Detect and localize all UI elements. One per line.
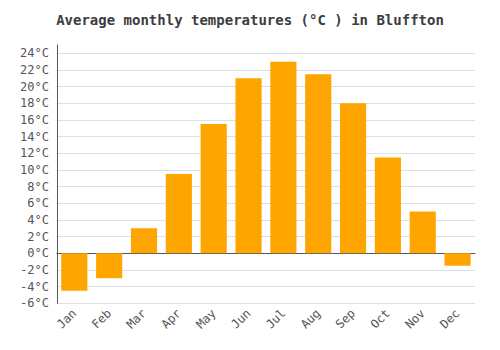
svg-text:0°C: 0°C (27, 246, 49, 260)
svg-text:May: May (193, 306, 218, 331)
svg-text:Average monthly temperatures (: Average monthly temperatures (°C ) in Bl… (56, 12, 444, 28)
svg-text:Dec: Dec (437, 306, 462, 331)
svg-text:18°C: 18°C (20, 96, 49, 110)
svg-text:Aug: Aug (298, 306, 323, 331)
svg-text:Nov: Nov (402, 306, 427, 331)
svg-text:Jul: Jul (263, 306, 288, 331)
svg-text:20°C: 20°C (20, 80, 49, 94)
svg-text:Jan: Jan (54, 306, 79, 331)
svg-text:-2°C: -2°C (20, 263, 49, 277)
svg-text:22°C: 22°C (20, 63, 49, 77)
svg-text:2°C: 2°C (27, 230, 49, 244)
svg-text:Sep: Sep (333, 306, 358, 331)
svg-text:6°C: 6°C (27, 196, 49, 210)
svg-text:12°C: 12°C (20, 146, 49, 160)
svg-text:Apr: Apr (159, 306, 184, 331)
svg-text:16°C: 16°C (20, 113, 49, 127)
svg-text:24°C: 24°C (20, 46, 49, 60)
svg-text:10°C: 10°C (20, 163, 49, 177)
svg-text:Jun: Jun (228, 306, 253, 331)
svg-text:-4°C: -4°C (20, 280, 49, 294)
svg-text:Feb: Feb (89, 306, 114, 331)
svg-text:8°C: 8°C (27, 180, 49, 194)
svg-text:-6°C: -6°C (20, 296, 49, 310)
svg-text:Oct: Oct (368, 306, 393, 331)
svg-text:14°C: 14°C (20, 130, 49, 144)
svg-text:4°C: 4°C (27, 213, 49, 227)
svg-text:Mar: Mar (124, 306, 149, 331)
